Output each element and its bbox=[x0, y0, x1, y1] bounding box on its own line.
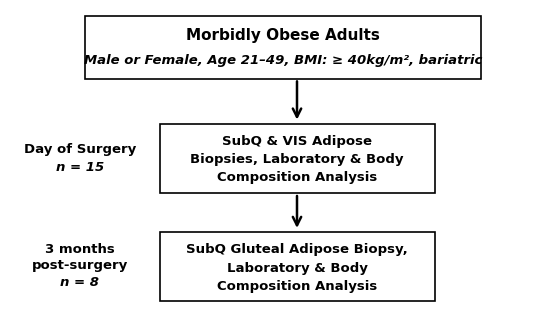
Text: Morbidly Obese Adults: Morbidly Obese Adults bbox=[186, 28, 380, 43]
Text: 3 months: 3 months bbox=[45, 243, 114, 256]
Text: SubQ & VIS Adipose: SubQ & VIS Adipose bbox=[222, 135, 372, 148]
Text: Laboratory & Body: Laboratory & Body bbox=[227, 262, 367, 275]
Text: SubQ Gluteal Adipose Biopsy,: SubQ Gluteal Adipose Biopsy, bbox=[186, 243, 408, 256]
Text: Day of Surgery: Day of Surgery bbox=[24, 143, 136, 156]
Text: Composition Analysis: Composition Analysis bbox=[217, 280, 377, 293]
Text: Male or Female, Age 21–49, BMI: ≥ 40kg/m², bariatric: Male or Female, Age 21–49, BMI: ≥ 40kg/m… bbox=[84, 54, 482, 68]
Text: Composition Analysis: Composition Analysis bbox=[217, 171, 377, 184]
FancyBboxPatch shape bbox=[160, 124, 434, 193]
Text: n = 15: n = 15 bbox=[56, 161, 104, 175]
FancyBboxPatch shape bbox=[160, 232, 434, 301]
FancyBboxPatch shape bbox=[85, 16, 481, 78]
Text: n = 8: n = 8 bbox=[60, 276, 99, 289]
Text: post-surgery: post-surgery bbox=[32, 259, 128, 272]
Text: Biopsies, Laboratory & Body: Biopsies, Laboratory & Body bbox=[190, 154, 404, 166]
